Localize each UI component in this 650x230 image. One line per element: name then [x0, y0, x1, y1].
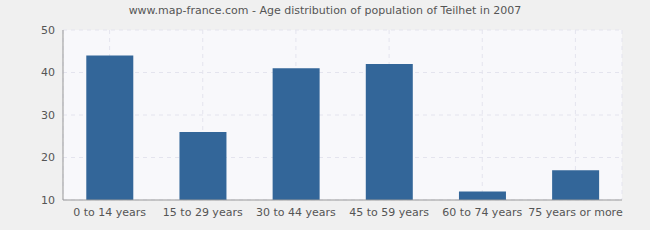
svg-text:10: 10 [41, 194, 55, 207]
html-text:www.map-france.com - Age distr: www.map-france.com - Age distribution of… [128, 4, 522, 17]
svg-text:45 to 59 years: 45 to 59 years [349, 206, 429, 219]
svg-text:60 to 74 years: 60 to 74 years [442, 206, 522, 219]
svg-text:75 years or more: 75 years or more [528, 206, 623, 219]
svg-text:50: 50 [41, 24, 55, 37]
svg-text:30: 30 [41, 109, 55, 122]
svg-text:30 to 44 years: 30 to 44 years [256, 206, 336, 219]
svg-text:20: 20 [41, 151, 55, 164]
svg-text:15 to 29 years: 15 to 29 years [163, 206, 243, 219]
svg-text:40: 40 [41, 66, 55, 79]
svg-text:0 to 14 years: 0 to 14 years [73, 206, 146, 219]
